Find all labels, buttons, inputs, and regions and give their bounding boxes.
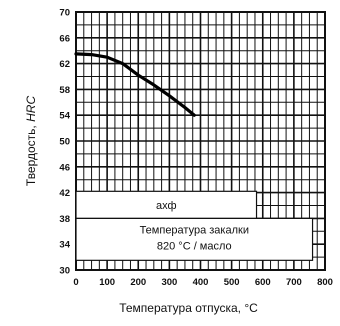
y-tick-label: 34	[59, 240, 70, 251]
y-tick-label: 62	[59, 59, 70, 70]
x-tick-label: 300	[161, 277, 177, 288]
x-tick-label: 500	[224, 277, 240, 288]
y-tick-label: 70	[59, 8, 70, 19]
x-tick-label: 700	[286, 277, 302, 288]
series-lines	[74, 52, 196, 117]
annotation-boxes: ахф Температура закалки 820 °C / масло	[75, 190, 314, 261]
y-tick-label: 38	[59, 214, 70, 225]
y-tick-label: 42	[59, 188, 70, 199]
steel-grade-label: ахф	[156, 200, 177, 212]
x-tick-label: 600	[255, 277, 271, 288]
y-tick-label: 46	[59, 162, 70, 173]
quench-label-line1: Температура закалки	[140, 224, 249, 236]
x-axis-title: Температура отпуска, °C	[119, 301, 258, 315]
y-tick-label: 30	[59, 266, 70, 277]
x-tick-label: 800	[317, 277, 333, 288]
y-tick-label: 58	[59, 85, 70, 96]
y-tick-label: 54	[59, 111, 70, 122]
x-tick-label: 200	[130, 277, 146, 288]
x-tick-label: 100	[99, 277, 115, 288]
y-tick-label: 50	[59, 137, 70, 148]
quench-box	[75, 217, 314, 261]
y-tick-label: 66	[59, 33, 70, 44]
plot-frame	[75, 11, 326, 271]
y-axis-title: Твердость, HRC	[24, 96, 38, 187]
x-tick-label: 0	[73, 277, 78, 288]
x-tick-label: 400	[193, 277, 209, 288]
hardness-curve	[74, 52, 196, 117]
quench-label-line2: 820 °C / масло	[157, 240, 232, 252]
axis-titles: Температура отпуска, °C Твердость, HRC	[24, 96, 258, 315]
